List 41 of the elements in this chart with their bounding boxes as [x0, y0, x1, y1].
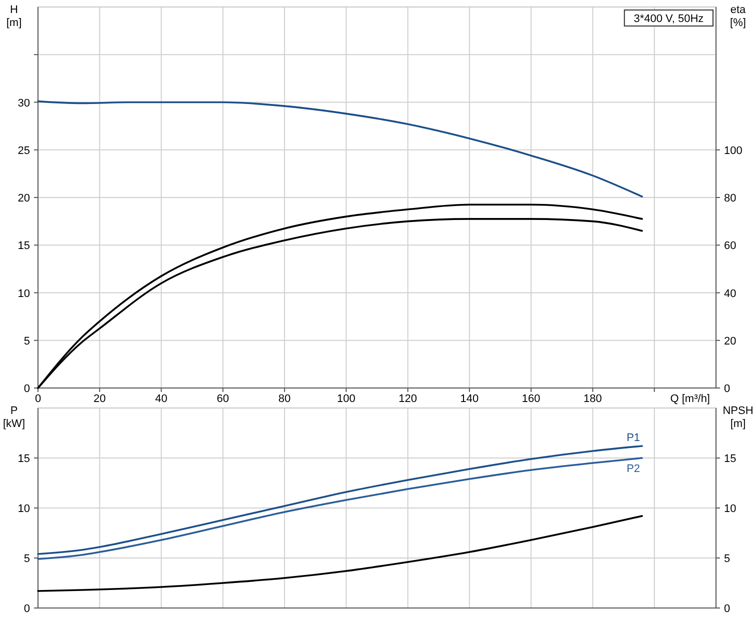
y-axis-title: P [kW] [3, 405, 25, 430]
y2-tick-label: 100 [724, 144, 742, 157]
y-tick-label: 10 [18, 503, 30, 515]
x-tick-label: 100 [337, 393, 356, 405]
y2-tick-label: 15 [724, 453, 736, 465]
y-tick-label: 5 [24, 553, 30, 565]
y2-tick-label: 10 [724, 503, 736, 515]
x-tick-label: 0 [34, 393, 42, 405]
y2-tick-label: 0 [724, 383, 730, 395]
x-tick-label: 160 [522, 393, 540, 405]
x-tick-label: 80 [278, 393, 291, 405]
y2-tick-label: 80 [724, 192, 736, 204]
x-axis-title: Q [m³/h] [670, 393, 710, 405]
y-tick-label: 10 [18, 288, 30, 300]
y2-axis-title: NPSH [m] [722, 405, 754, 430]
y2-tick-label: 5 [724, 553, 730, 565]
line-series [37, 100, 643, 198]
x-tick-label: 120 [398, 393, 417, 405]
y2-tick-label: 60 [724, 240, 736, 252]
y-tick-label: 20 [18, 192, 30, 204]
y-axis-title: H [m] [6, 4, 22, 29]
x-tick-label: 40 [155, 393, 168, 405]
x-tick-label: 180 [584, 393, 602, 405]
y-tick-label: 0 [24, 603, 30, 615]
x-tick-label: 20 [94, 393, 106, 405]
x-tick-label: 60 [216, 393, 230, 405]
series-label: P1 [626, 432, 640, 444]
y-tick-label: 15 [18, 240, 30, 252]
y-tick-label: 0 [24, 383, 30, 395]
line-series [37, 515, 643, 592]
y-tick-label: 15 [18, 453, 30, 465]
x-tick-label: 140 [460, 393, 479, 405]
y-tick-label: 25 [18, 144, 30, 157]
y2-axis-title: eta [%] [730, 4, 747, 29]
y-tick-label: 5 [24, 335, 30, 348]
y2-tick-label: 20 [724, 335, 736, 348]
y2-tick-label: 40 [724, 288, 736, 300]
annotation: 3*400 V, 50Hz [634, 13, 704, 25]
y2-tick-label: 0 [724, 603, 730, 615]
series-label: P2 [626, 463, 640, 475]
y-tick-label: 30 [18, 97, 30, 110]
